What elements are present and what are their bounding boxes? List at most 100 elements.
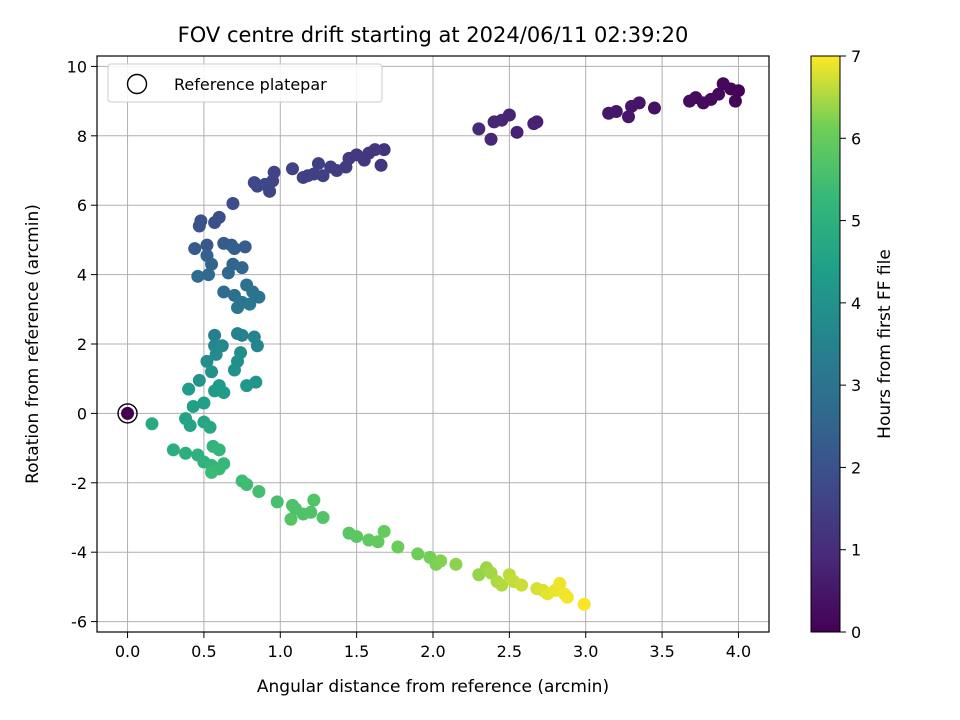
colorbar-tick-label: 4 bbox=[851, 294, 861, 313]
y-tick-label: 0 bbox=[77, 404, 87, 423]
colorbar-tick-label: 5 bbox=[851, 212, 861, 231]
y-tick-label: -6 bbox=[71, 613, 87, 632]
x-tick-label: 1.0 bbox=[268, 642, 293, 661]
colorbar: 0 1 2 3 4 5 6 7 Hours from first FF file bbox=[810, 47, 895, 642]
data-point bbox=[311, 157, 325, 171]
data-point bbox=[647, 101, 661, 115]
data-point bbox=[250, 339, 264, 353]
data-point bbox=[183, 419, 197, 433]
data-point bbox=[201, 268, 215, 282]
data-point bbox=[240, 379, 254, 393]
data-point bbox=[192, 219, 206, 233]
data-point bbox=[240, 478, 254, 492]
grid-lines bbox=[97, 56, 769, 632]
colorbar-fill bbox=[810, 55, 841, 633]
data-point bbox=[391, 540, 405, 554]
data-point bbox=[238, 240, 252, 254]
data-point bbox=[284, 512, 298, 526]
data-point bbox=[602, 106, 616, 120]
y-axis-ticks: -6 -4 -2 0 2 4 6 8 10 bbox=[67, 57, 97, 632]
data-point bbox=[203, 420, 217, 434]
colorbar-tick-label: 6 bbox=[851, 129, 861, 148]
data-point bbox=[235, 328, 249, 342]
data-point bbox=[411, 547, 425, 561]
legend-label: Reference platepar bbox=[174, 75, 327, 94]
legend-marker bbox=[126, 73, 148, 95]
data-point bbox=[191, 269, 205, 283]
data-point bbox=[205, 365, 219, 379]
colorbar-tick-label: 0 bbox=[851, 623, 861, 642]
colorbar-tick-label: 3 bbox=[851, 376, 861, 395]
data-point bbox=[577, 597, 591, 611]
x-axis-ticks: 0.0 0.5 1.0 1.5 2.0 2.5 3.0 3.5 4.0 bbox=[115, 632, 751, 661]
data-point bbox=[371, 535, 385, 549]
data-point bbox=[285, 162, 299, 176]
data-point bbox=[296, 170, 310, 184]
x-tick-label: 2.0 bbox=[420, 642, 445, 661]
data-point bbox=[205, 257, 219, 271]
data-point bbox=[212, 443, 226, 457]
data-point bbox=[316, 510, 330, 524]
y-tick-label: 10 bbox=[67, 57, 87, 76]
data-point bbox=[728, 94, 742, 108]
colorbar-tick-label: 1 bbox=[851, 541, 861, 560]
x-tick-label: 3.0 bbox=[573, 642, 598, 661]
data-point bbox=[716, 77, 730, 91]
data-point bbox=[200, 238, 214, 252]
data-point bbox=[221, 266, 235, 280]
data-point bbox=[208, 216, 222, 230]
x-tick-label: 3.5 bbox=[649, 642, 674, 661]
y-axis-label: Rotation from reference (arcmin) bbox=[23, 204, 43, 484]
y-tick-label: 8 bbox=[77, 127, 87, 146]
colorbar-ticks: 0 1 2 3 4 5 6 7 bbox=[840, 47, 861, 642]
data-point bbox=[527, 117, 541, 131]
legend-box bbox=[107, 63, 383, 103]
y-tick-label: 4 bbox=[77, 266, 87, 285]
data-point bbox=[510, 125, 524, 139]
data-point bbox=[553, 576, 567, 590]
data-point bbox=[270, 495, 284, 509]
data-point bbox=[205, 465, 219, 479]
legend: Reference platepar bbox=[107, 63, 383, 103]
data-point bbox=[186, 399, 200, 413]
colorbar-tick-label: 2 bbox=[851, 458, 861, 477]
data-point bbox=[324, 160, 338, 174]
x-tick-label: 0.5 bbox=[191, 642, 216, 661]
reference-point-ring bbox=[117, 403, 138, 424]
data-point bbox=[166, 443, 180, 457]
data-point bbox=[304, 505, 318, 519]
x-axis-label: Angular distance from reference (arcmin) bbox=[257, 677, 609, 697]
data-point bbox=[487, 115, 501, 129]
data-point bbox=[307, 493, 321, 507]
data-point bbox=[226, 196, 240, 210]
data-point bbox=[625, 99, 639, 113]
data-point bbox=[515, 578, 529, 592]
colorbar-tick-label: 7 bbox=[851, 47, 861, 66]
data-point bbox=[179, 446, 193, 460]
data-points bbox=[117, 77, 745, 611]
data-point bbox=[209, 347, 223, 361]
x-tick-label: 0.0 bbox=[115, 642, 140, 661]
data-point bbox=[197, 396, 211, 410]
data-point bbox=[235, 261, 249, 275]
data-point bbox=[683, 94, 697, 108]
data-point bbox=[434, 554, 448, 568]
data-point bbox=[377, 143, 391, 157]
data-point bbox=[560, 590, 574, 604]
y-tick-label: 6 bbox=[77, 196, 87, 215]
data-point bbox=[252, 484, 266, 498]
data-point bbox=[217, 386, 231, 400]
data-point bbox=[350, 530, 364, 544]
x-tick-label: 1.5 bbox=[344, 642, 369, 661]
x-tick-label: 4.0 bbox=[726, 642, 751, 661]
y-tick-label: -4 bbox=[71, 543, 87, 562]
data-point bbox=[227, 363, 241, 377]
data-point bbox=[449, 557, 463, 571]
data-point bbox=[145, 417, 159, 431]
data-point bbox=[188, 242, 202, 256]
x-tick-label: 2.5 bbox=[497, 642, 522, 661]
data-point bbox=[484, 132, 498, 146]
data-point bbox=[252, 290, 266, 304]
data-point bbox=[208, 328, 222, 342]
